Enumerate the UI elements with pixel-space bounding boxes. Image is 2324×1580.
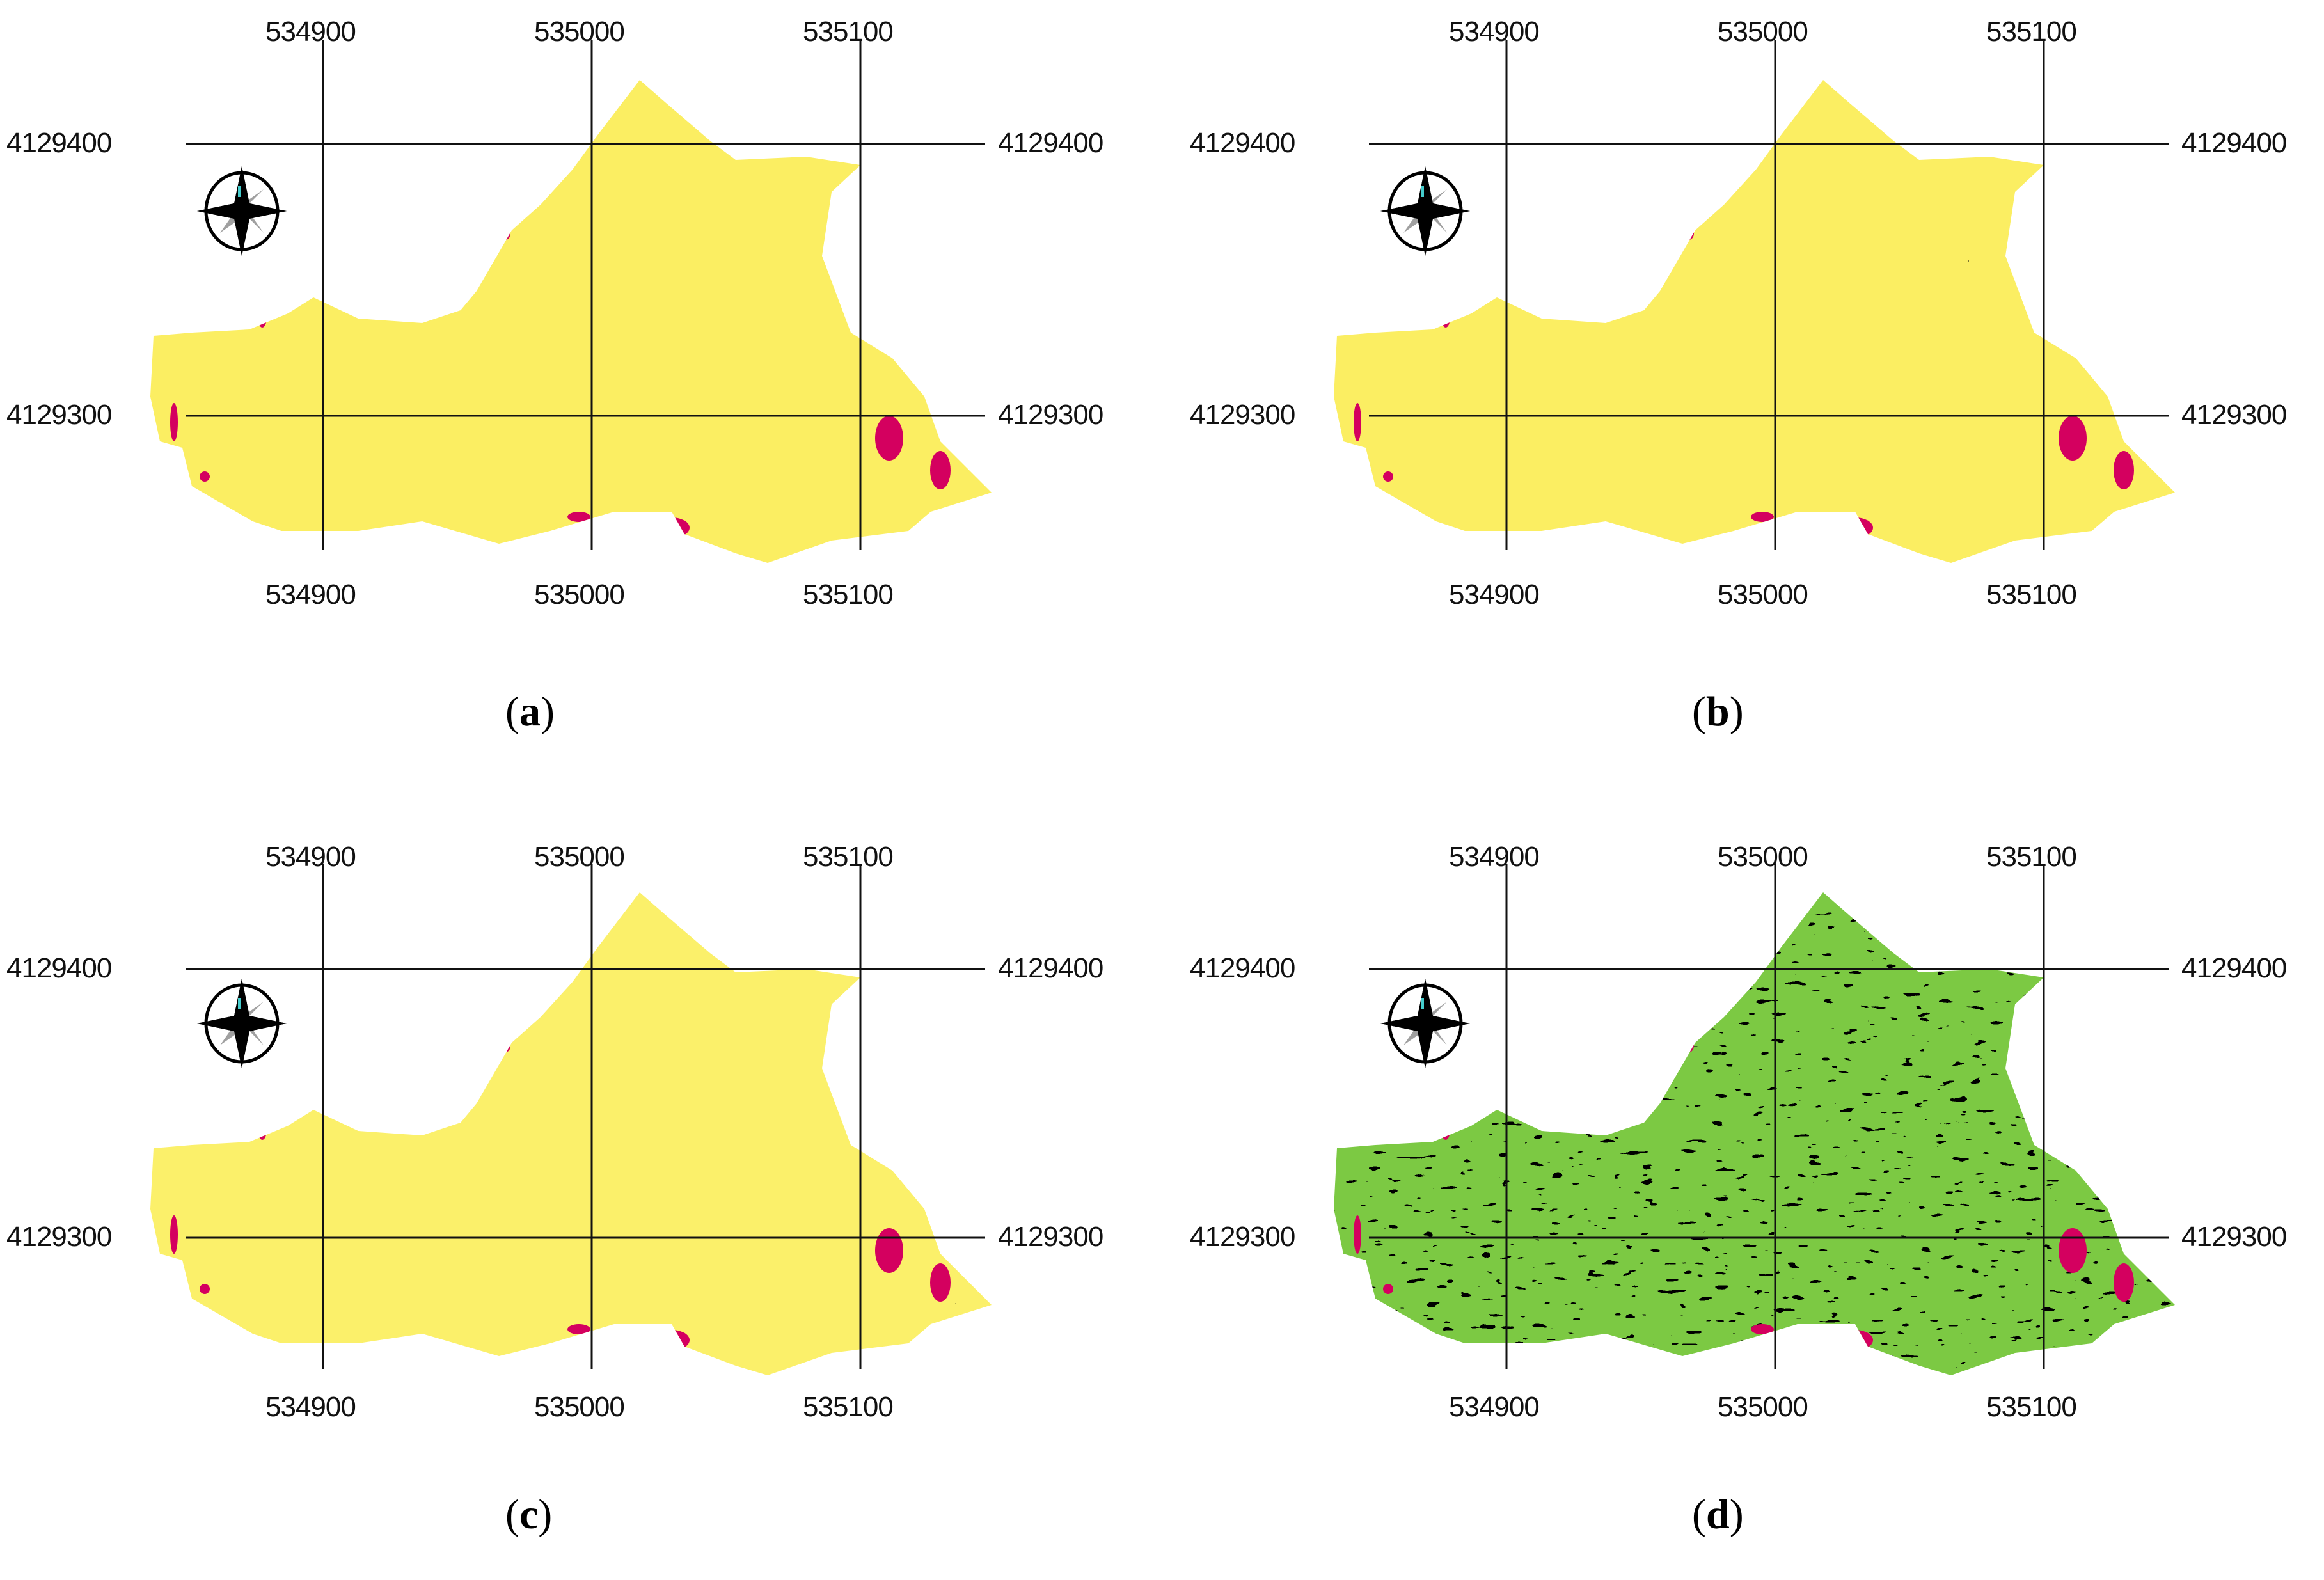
x-tick-bottom-label: 534900 — [1449, 579, 1540, 610]
x-tick-top-label: 534900 — [1449, 841, 1540, 873]
coordinate-grid — [1369, 40, 2169, 550]
x-tick-bottom-label: 534900 — [265, 1391, 356, 1423]
y-tick-right-label: 4129300 — [2181, 1221, 2287, 1252]
x-tick-top-label: 535000 — [1718, 16, 1808, 47]
x-tick-bottom-label: 535100 — [803, 579, 894, 610]
x-tick-top-label: 535100 — [1986, 841, 2077, 873]
y-tick-left-label: 4129300 — [6, 1221, 112, 1252]
x-tick-bottom-label: 535000 — [534, 1391, 625, 1423]
y-tick-right-label: 4129300 — [998, 1221, 1103, 1252]
y-tick-right-label: 4129400 — [2181, 952, 2287, 984]
compass-rose-icon — [197, 166, 287, 256]
raster-area-c — [150, 892, 992, 1375]
y-tick-left-label: 4129400 — [6, 127, 112, 159]
y-tick-left-label: 4129300 — [1190, 399, 1295, 431]
raster-area-d — [1334, 892, 2175, 1375]
y-tick-left-label: 4129400 — [1190, 127, 1295, 159]
x-tick-bottom-label: 535000 — [534, 579, 625, 610]
y-tick-right-label: 4129400 — [2181, 127, 2287, 159]
coordinate-grid — [1369, 864, 2169, 1369]
panel-caption: (c) — [505, 1491, 553, 1538]
y-tick-right-label: 4129300 — [2181, 399, 2287, 431]
compass-rose-icon — [1380, 166, 1470, 256]
panel-caption: (a) — [505, 688, 555, 735]
raster-area-b — [1334, 80, 2175, 563]
x-tick-bottom-label: 535100 — [1986, 579, 2077, 610]
x-tick-bottom-label: 535000 — [1718, 579, 1808, 610]
y-tick-left-label: 4129300 — [1190, 1221, 1295, 1252]
y-tick-right-label: 4129300 — [998, 399, 1103, 431]
y-tick-right-label: 4129400 — [998, 127, 1103, 159]
map-canvas-b — [1334, 40, 2175, 563]
panel-caption: (b) — [1692, 688, 1744, 735]
y-tick-left-label: 4129400 — [1190, 952, 1295, 984]
map-canvas-a — [150, 40, 992, 563]
y-tick-left-label: 4129300 — [6, 399, 112, 431]
x-tick-top-label: 534900 — [265, 16, 356, 47]
x-tick-bottom-label: 535100 — [803, 1391, 894, 1423]
x-tick-top-label: 534900 — [1449, 16, 1540, 47]
x-tick-top-label: 535100 — [803, 841, 894, 873]
raster-area-a — [150, 80, 992, 563]
y-tick-left-label: 4129400 — [6, 952, 112, 984]
x-tick-top-label: 535000 — [1718, 841, 1808, 873]
map-panel-c: 534900 534900 535000 535000 535100 535100 4129… — [0, 812, 1139, 1580]
map-panel-d: 534900 534900 535000 535000 535100 535100 4129… — [1183, 812, 2322, 1580]
map-panel-b: 534900 534900 535000 535000 535100 535100 4129… — [1183, 0, 2322, 768]
panel-caption-letter: b — [1705, 688, 1730, 735]
coordinate-grid — [186, 40, 985, 550]
panel-caption-letter: d — [1705, 1491, 1730, 1538]
x-tick-bottom-label: 535100 — [1986, 1391, 2077, 1423]
x-tick-top-label: 535000 — [534, 841, 625, 873]
x-tick-bottom-label: 534900 — [1449, 1391, 1540, 1423]
x-tick-bottom-label: 534900 — [265, 579, 356, 610]
compass-rose-icon — [1380, 979, 1470, 1068]
coordinate-grid — [186, 864, 985, 1369]
compass-rose-icon — [197, 979, 287, 1068]
x-tick-top-label: 535100 — [1986, 16, 2077, 47]
x-tick-top-label: 535100 — [803, 16, 894, 47]
x-tick-bottom-label: 535000 — [1718, 1391, 1808, 1423]
map-canvas-d — [1334, 864, 2175, 1375]
panel-caption-letter: c — [519, 1491, 539, 1538]
map-canvas-c — [150, 864, 992, 1375]
panel-caption: (d) — [1692, 1491, 1744, 1538]
x-tick-top-label: 535000 — [534, 16, 625, 47]
map-panel-a: 534900 534900 535000 535000 535100 535100 4129… — [0, 0, 1139, 768]
y-tick-right-label: 4129400 — [998, 952, 1103, 984]
panel-caption-letter: a — [519, 688, 541, 735]
x-tick-top-label: 534900 — [265, 841, 356, 873]
